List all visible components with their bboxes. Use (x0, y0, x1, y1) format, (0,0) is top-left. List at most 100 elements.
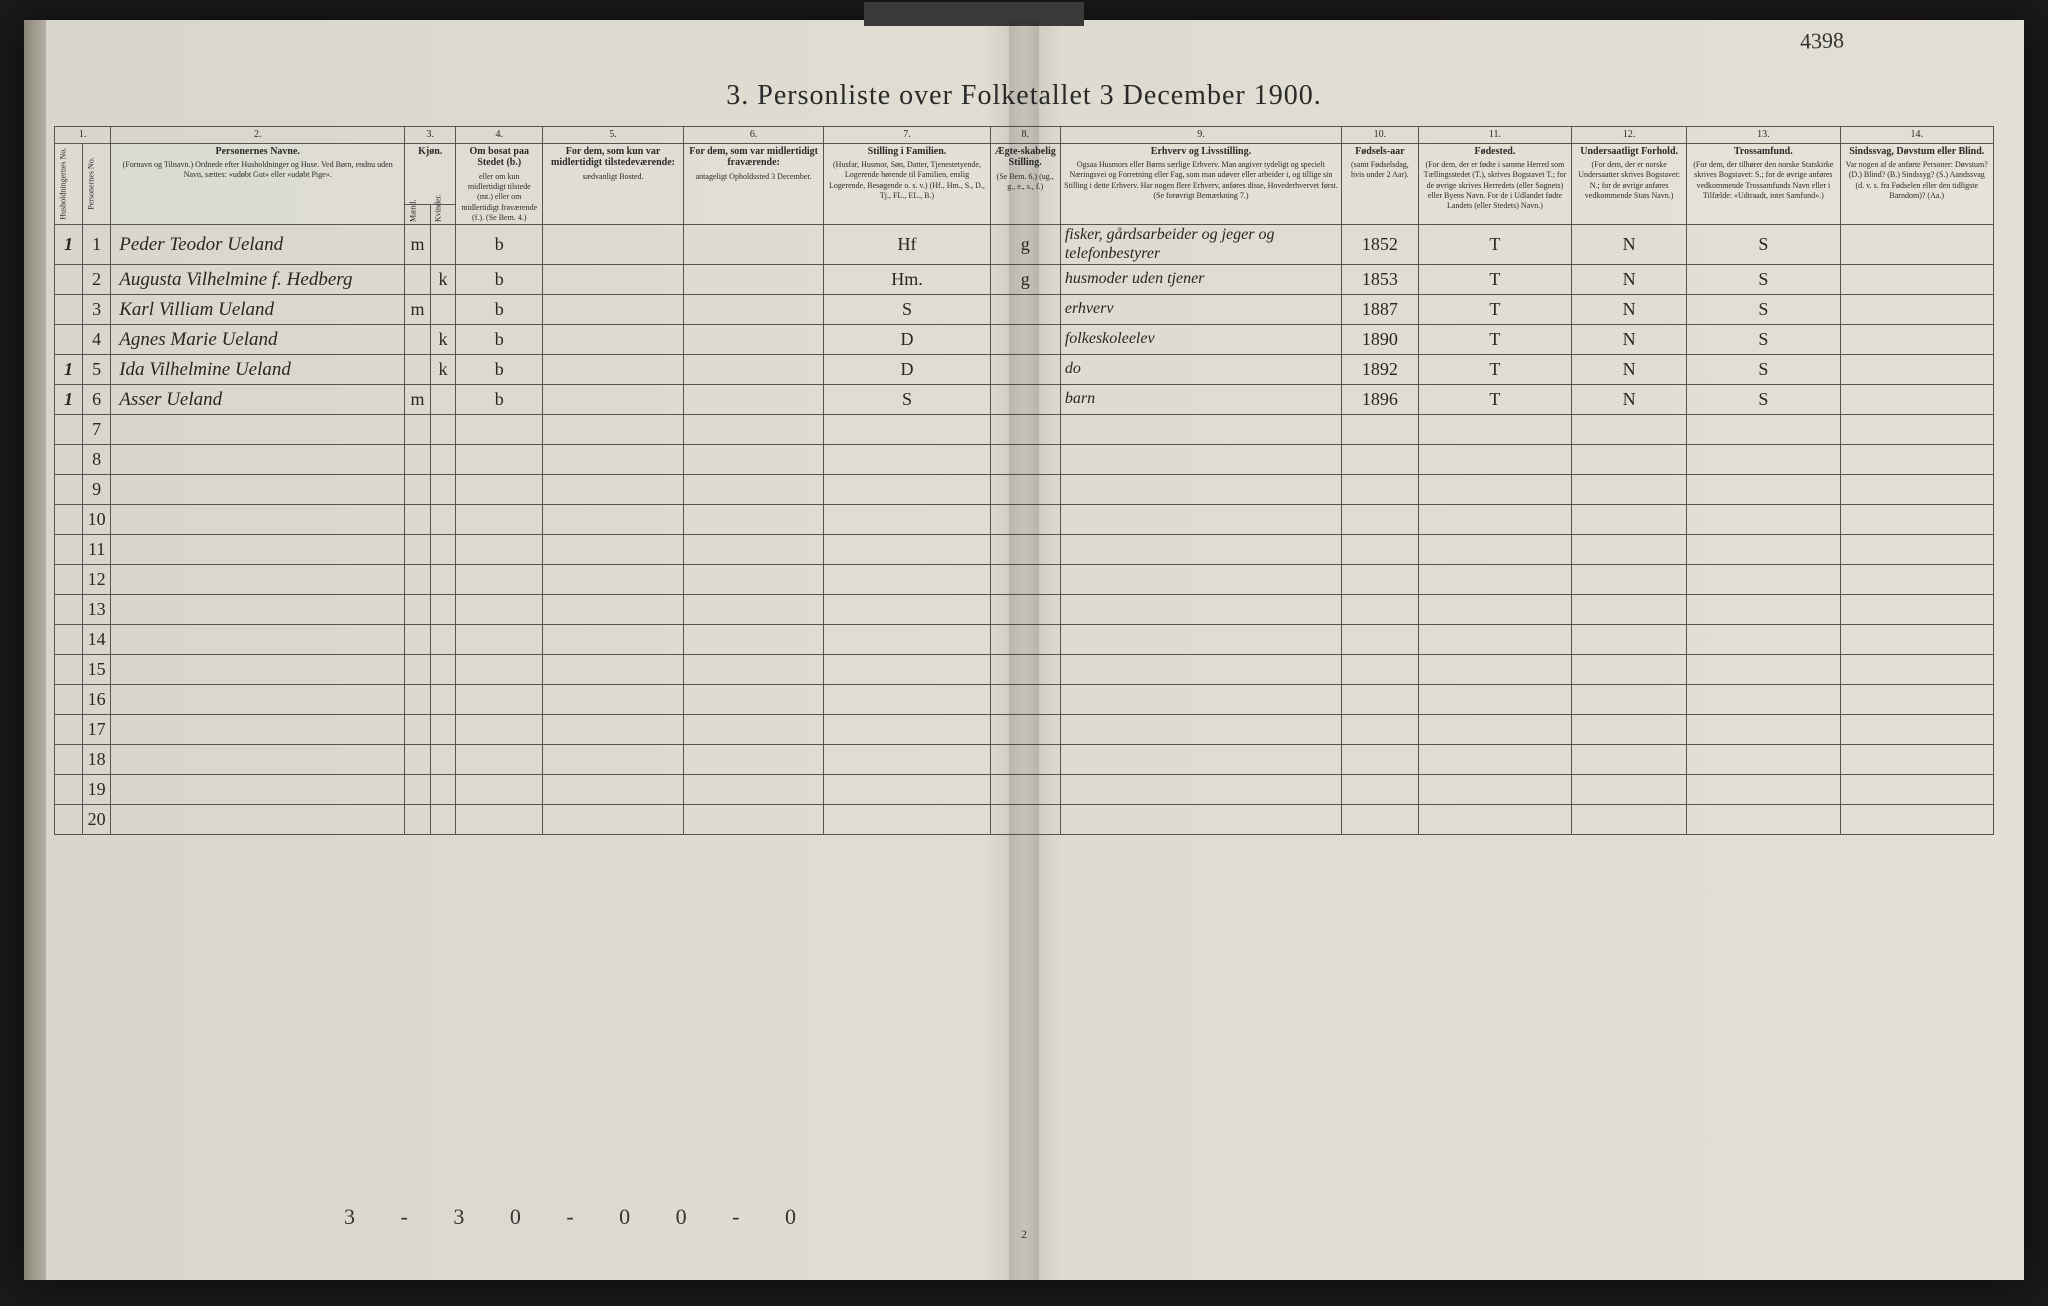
left-binding-edge (24, 20, 46, 1280)
cell-person-number: 10 (83, 505, 111, 535)
cell-empty (1060, 475, 1341, 505)
header-occupation: Erhverv og Livsstilling.Ogsaa Husmors el… (1060, 143, 1341, 225)
cell-family-pos: S (824, 385, 990, 415)
table-row: 3Karl Villiam UelandmbSerhverv1887TNS (55, 295, 1994, 325)
cell-empty (55, 595, 83, 625)
cell-birthplace: T (1418, 225, 1571, 265)
cell-birthyear: 1887 (1342, 295, 1419, 325)
cell-household-mark: 1 (55, 385, 83, 415)
cell-empty (824, 415, 990, 445)
table-row-empty: 8 (55, 445, 1994, 475)
cell-person-number: 7 (83, 415, 111, 445)
cell-empty (1342, 805, 1419, 835)
table-row: 4Agnes Marie UelandkbDfolkeskoleelev1890… (55, 325, 1994, 355)
cell-religion: S (1687, 385, 1840, 415)
cell-occupation: do (1060, 355, 1341, 385)
cell-empty (1418, 805, 1571, 835)
cell-empty (405, 685, 431, 715)
cell-empty (55, 685, 83, 715)
cell-empty (1060, 595, 1341, 625)
cell-empty (456, 475, 543, 505)
cell-empty (543, 475, 684, 505)
header-marital: Ægte-skabelig Stilling.(Se Bem. 6.) (ug.… (990, 143, 1060, 225)
cell-name: Karl Villiam Ueland (111, 295, 405, 325)
cell-empty (683, 625, 824, 655)
cell-empty (1840, 445, 1993, 475)
cell-empty (55, 805, 83, 835)
cell-empty (824, 505, 990, 535)
cell-empty (1840, 505, 1993, 535)
cell-temp-absent (683, 355, 824, 385)
table-row: 16Asser UelandmbSbarn1896TNS (55, 385, 1994, 415)
cell-empty (1418, 415, 1571, 445)
cell-empty (1418, 535, 1571, 565)
census-table: 1. 2. 3. 4. 5. 6. 7. 8. 9. 10. 11. 12. 1… (54, 126, 1994, 835)
cell-empty (1342, 415, 1419, 445)
cell-empty (1418, 475, 1571, 505)
cell-family-pos: S (824, 295, 990, 325)
cell-empty (683, 565, 824, 595)
cell-empty (1060, 715, 1341, 745)
cell-empty (1572, 445, 1687, 475)
cell-empty (1342, 685, 1419, 715)
cell-empty (683, 655, 824, 685)
cell-empty (1342, 625, 1419, 655)
cell-empty (543, 535, 684, 565)
cell-empty (1572, 775, 1687, 805)
cell-person-number: 3 (83, 295, 111, 325)
colnum-11: 11. (1418, 127, 1571, 144)
cell-occupation: erhverv (1060, 295, 1341, 325)
cell-occupation: barn (1060, 385, 1341, 415)
header-disability: Sindssvag, Døvstum eller Blind.Var nogen… (1840, 143, 1993, 225)
cell-empty (990, 535, 1060, 565)
cell-empty (1840, 655, 1993, 685)
cell-empty (1342, 595, 1419, 625)
cell-birthyear: 1896 (1342, 385, 1419, 415)
cell-empty (1572, 715, 1687, 745)
cell-empty (456, 775, 543, 805)
cell-empty (111, 505, 405, 535)
cell-empty (430, 535, 456, 565)
cell-empty (405, 505, 431, 535)
cell-sex-m (405, 265, 431, 295)
cell-empty (55, 475, 83, 505)
cell-empty (1572, 415, 1687, 445)
table-row-empty: 17 (55, 715, 1994, 745)
cell-empty (405, 625, 431, 655)
cell-empty (1342, 655, 1419, 685)
cell-empty (1060, 805, 1341, 835)
cell-sex-k: k (430, 265, 456, 295)
colnum-2: 2. (111, 127, 405, 144)
cell-empty (1572, 505, 1687, 535)
cell-disability (1840, 265, 1993, 295)
cell-empty (824, 475, 990, 505)
cell-sex-m (405, 325, 431, 355)
cell-empty (683, 505, 824, 535)
cell-empty (1687, 445, 1840, 475)
cell-temp-absent (683, 385, 824, 415)
cell-temp-present (543, 295, 684, 325)
table-row-empty: 20 (55, 805, 1994, 835)
cell-empty (55, 715, 83, 745)
cell-disability (1840, 385, 1993, 415)
cell-residence: b (456, 265, 543, 295)
cell-empty (1572, 805, 1687, 835)
colnum-12: 12. (1572, 127, 1687, 144)
table-row-empty: 12 (55, 565, 1994, 595)
cell-empty (405, 475, 431, 505)
cell-empty (55, 445, 83, 475)
cell-empty (543, 415, 684, 445)
cell-empty (543, 655, 684, 685)
cell-empty (456, 415, 543, 445)
empty-rows-body: 7891011121314151617181920 (55, 415, 1994, 835)
cell-empty (1342, 475, 1419, 505)
cell-empty (990, 805, 1060, 835)
cell-empty (1687, 775, 1840, 805)
cell-person-number: 12 (83, 565, 111, 595)
cell-name: Peder Teodor Ueland (111, 225, 405, 265)
colnum-1: 1. (55, 127, 111, 144)
cell-sex-k (430, 295, 456, 325)
cell-person-number: 18 (83, 745, 111, 775)
cell-temp-present (543, 355, 684, 385)
cell-sex-k (430, 385, 456, 415)
